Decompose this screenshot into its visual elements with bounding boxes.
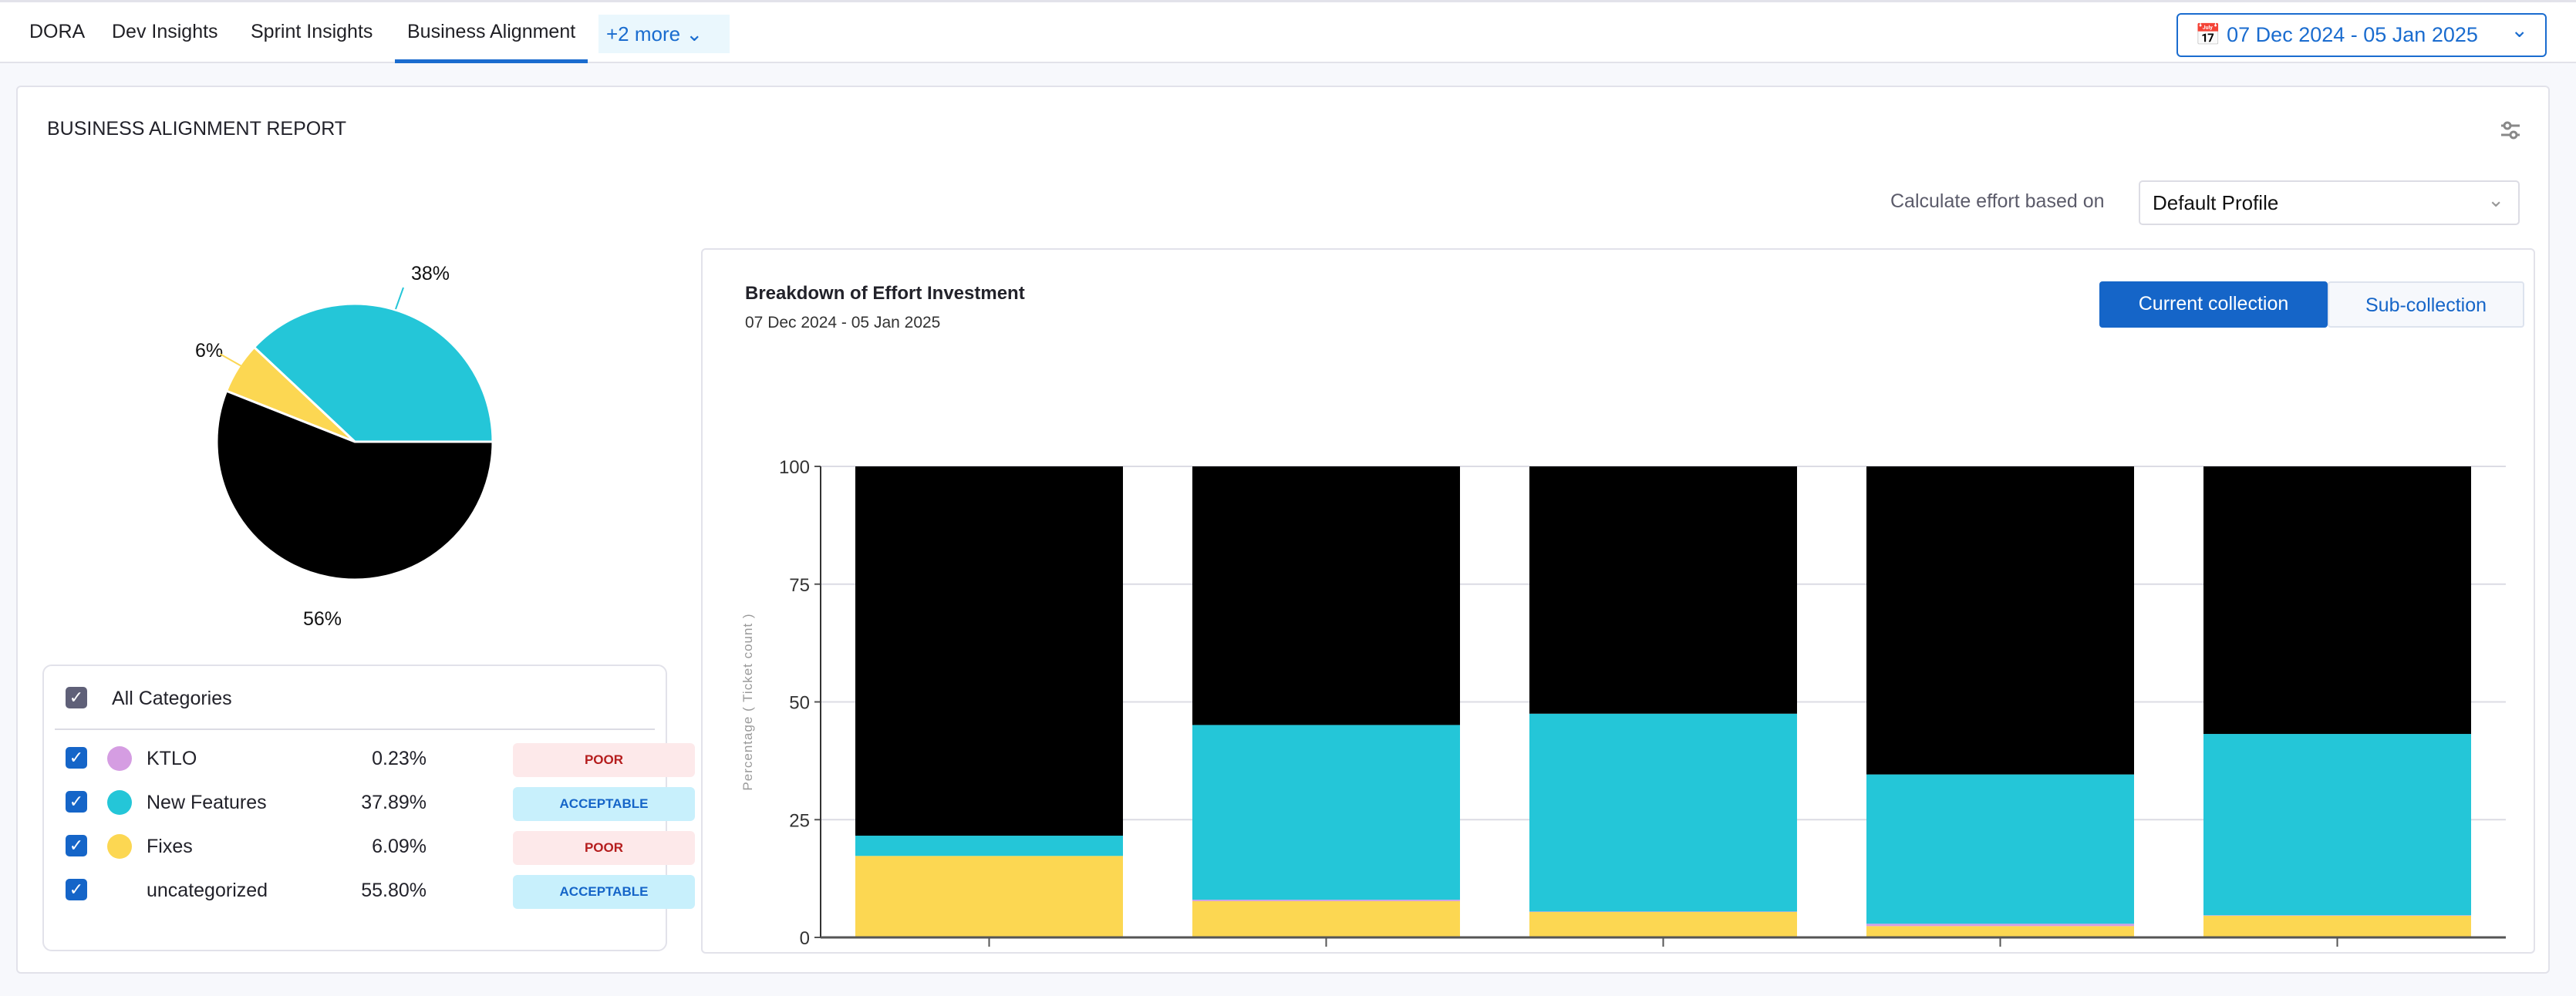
category-name: Fixes [147,836,193,857]
more-tabs-button[interactable]: +2 more ⌄ [598,15,730,53]
tab-business-alignment[interactable]: Business Alignment [395,2,588,63]
pie-leader-line [395,287,404,310]
bar-segment-fixes[interactable] [1866,926,2134,937]
y-tick-label: 25 [789,810,810,831]
all-categories-row[interactable]: ✓ All Categories [66,683,652,714]
date-range-picker[interactable]: 📅 07 Dec 2024 - 05 Jan 2025 ⌄ [2176,13,2547,57]
sliders-icon[interactable] [2498,118,2523,143]
pie-slice[interactable] [252,302,494,443]
color-dot [107,834,132,859]
bar-segment-uncategorized[interactable] [1529,466,1797,714]
bar-segment-ktlo[interactable] [1529,911,1797,913]
profile-select-value: Default Profile [2153,191,2279,214]
pie-label: 38% [411,263,450,284]
legend-item[interactable]: ✓ uncategorized 55.80% ACCEPTABLE [66,875,695,909]
bar-segment-new-features[interactable] [1866,774,2134,924]
calculate-effort-label: Calculate effort based on [1890,190,2105,212]
pie-chart: 38% 6% 56% [195,263,494,630]
legend-item[interactable]: ✓ KTLO 0.23% POOR [66,743,695,777]
tab-dev-insights[interactable]: Dev Insights [112,21,218,42]
category-name: uncategorized [147,880,268,901]
x-tick-label: 30 Dec [2300,952,2346,955]
bar-segment-new-features[interactable] [2203,734,2471,916]
category-name: KTLO [147,748,197,769]
color-dot [107,790,132,815]
status-badge: ACCEPTABLE [513,875,695,909]
effort-breakdown-card: Breakdown of Effort Investment 07 Dec 20… [701,248,2535,955]
all-categories-label: All Categories [112,688,232,709]
calendar-icon: 📅 [2195,23,2221,46]
y-tick-label: 75 [789,575,810,596]
chart-title: Breakdown of Effort Investment [745,283,1025,304]
x-tick-label: 07 Dec [952,952,998,955]
stacked-bar-chart: 0 25 50 75 100 Percentage ( Ticket count ) 07 … [740,457,2506,955]
bar-segment-ktlo[interactable] [1192,900,1460,901]
profile-select[interactable]: Default Profile ⌄ [2139,180,2520,225]
tab-dora[interactable]: DORA [29,21,86,42]
bar-segment-fixes[interactable] [1192,900,1460,937]
bar-segment-fixes[interactable] [2203,915,2471,937]
status-badge: POOR [513,743,695,777]
bar-segment-uncategorized[interactable] [1192,466,1460,725]
pie-leader-line [219,353,244,368]
tab-sprint-insights[interactable]: Sprint Insights [251,21,373,42]
category-checkbox[interactable]: ✓ [66,747,87,769]
pie-label: 56% [303,608,342,630]
category-name: New Features [147,792,267,813]
report-title: BUSINESS ALIGNMENT REPORT [47,118,347,140]
category-percent: 6.09% [372,836,427,857]
legend-item[interactable]: ✓ New Features 37.89% ACCEPTABLE [66,787,695,821]
date-range-label: 07 Dec 2024 - 05 Jan 2025 [2227,23,2478,46]
divider [55,728,655,730]
chevron-down-icon: ⌄ [686,22,703,45]
y-tick-label: 50 [789,693,810,714]
business-alignment-report-card: BUSINESS ALIGNMENT REPORT Calculate effo… [16,86,2550,974]
category-checkbox[interactable]: ✓ [66,879,87,900]
y-tick-label: 0 [800,928,810,949]
more-tabs-label: +2 more [606,22,681,45]
category-legend: ✓ All Categories ✓ KTLO 0.23% POOR ✓ New … [42,665,695,951]
chevron-down-icon: ⌄ [2487,188,2504,211]
status-badge: ACCEPTABLE [513,787,695,821]
status-badge: POOR [513,831,695,865]
bar-segment-uncategorized[interactable] [2203,466,2471,735]
tab-bar: DORA Dev Insights Sprint Insights Busine… [0,0,2576,63]
x-tick-label: 23 Dec [1963,952,2009,955]
chart-date-range: 07 Dec 2024 - 05 Jan 2025 [745,314,941,331]
category-checkbox[interactable]: ✓ [66,791,87,813]
color-dot [107,746,132,771]
y-tick-label: 100 [779,457,810,478]
category-percent: 37.89% [361,792,427,813]
bar-segment-uncategorized[interactable] [855,466,1123,836]
x-tick-label: 09 Dec [1289,952,1335,955]
bar-segment-fixes[interactable] [855,856,1123,937]
bar-segment-fixes[interactable] [1529,912,1797,937]
x-tick-label: 16 Dec [1626,952,1672,955]
category-percent: 55.80% [361,880,427,901]
category-checkbox[interactable]: ✓ [66,835,87,856]
pie-slice[interactable] [215,389,494,581]
chevron-down-icon: ⌄ [2510,19,2528,42]
bar-segment-new-features[interactable] [1192,725,1460,900]
bar-segment-ktlo[interactable] [2203,915,2471,916]
bar-segment-new-features[interactable] [855,836,1123,856]
pie-label: 6% [195,340,223,362]
bar-segment-new-features[interactable] [1529,713,1797,912]
y-axis-label: Percentage ( Ticket count ) [740,613,755,790]
sub-collection-button[interactable]: Sub-collection [2328,281,2524,328]
category-percent: 0.23% [372,748,427,769]
legend-item[interactable]: ✓ Fixes 6.09% POOR [66,831,695,865]
all-categories-checkbox[interactable]: ✓ [66,687,87,708]
bar-segment-ktlo[interactable] [1866,924,2134,927]
bar-segment-uncategorized[interactable] [1866,466,2134,775]
current-collection-button[interactable]: Current collection [2099,281,2328,328]
